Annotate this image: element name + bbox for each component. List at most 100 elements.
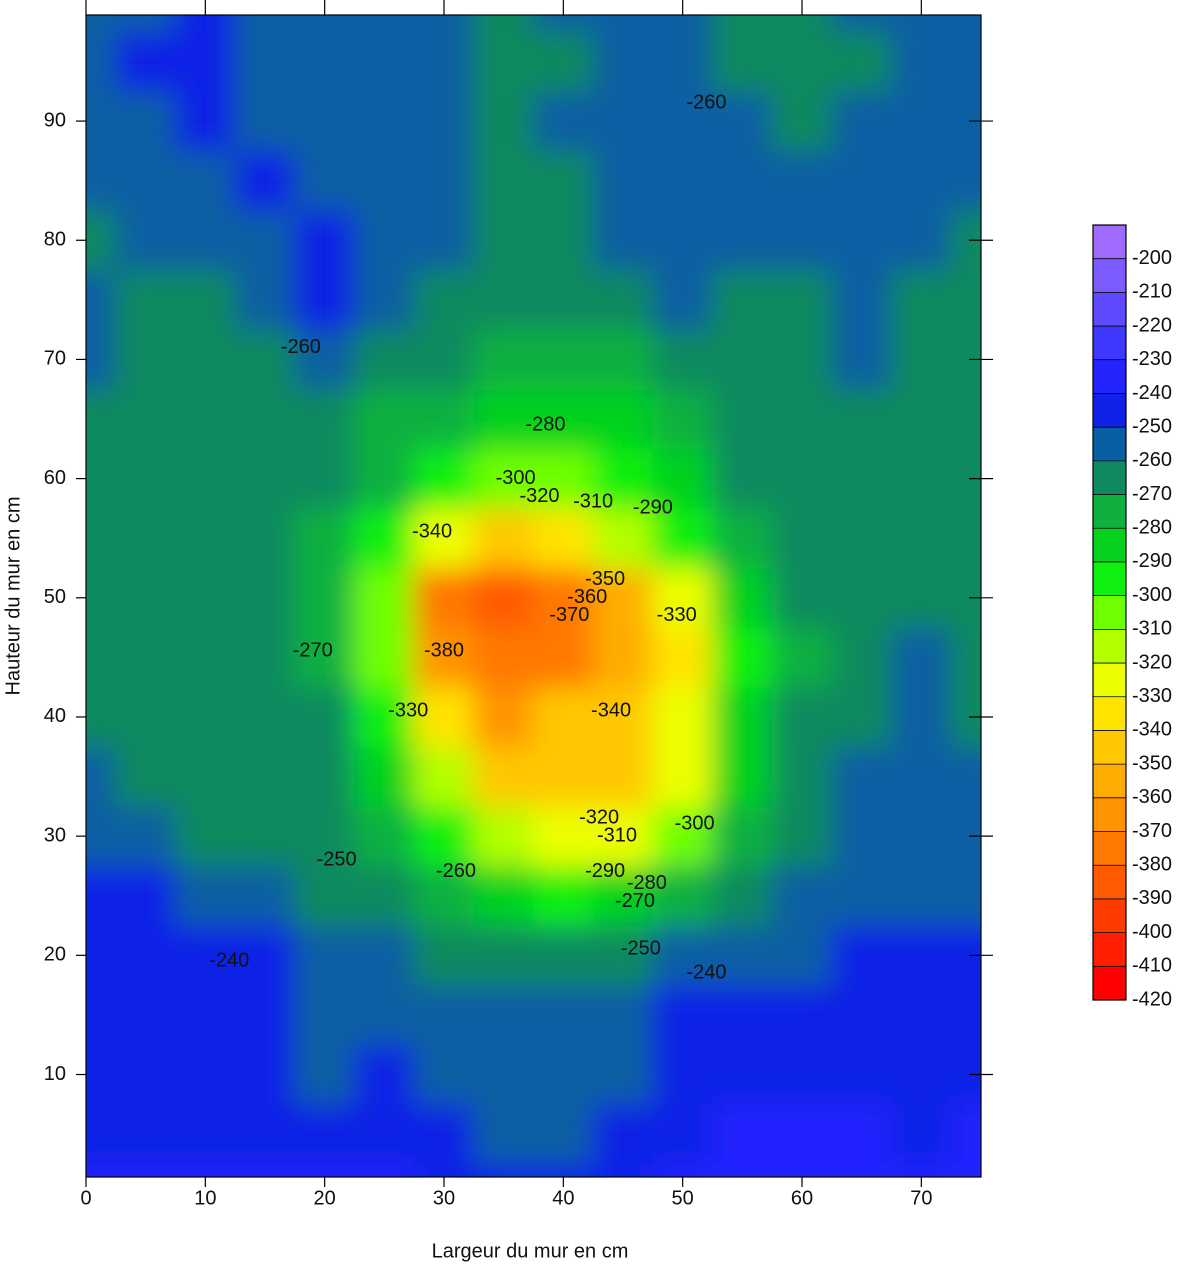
field-cell [533,388,594,450]
field-cell [592,448,654,509]
field-cell [473,1163,534,1177]
colorbar-band [1093,258,1126,293]
field-cell [175,150,236,211]
field-cell [712,448,773,509]
contour-label: -240 [209,950,249,972]
field-cell [712,1163,773,1177]
field-cell [175,865,236,927]
colorbar: -200 -210 -220 -230 -240 -250 -260 -270 -280 -290… [1092,224,1172,1010]
contour-label: -320 [519,485,559,507]
field-cell [771,269,833,331]
field-cell [831,925,892,986]
field-cell [771,1103,833,1165]
field-cell [234,150,296,211]
colorbar-label: -330 [1132,685,1172,707]
field-cell [413,984,475,1046]
field-cell [115,90,176,152]
field-cell [115,567,176,629]
colorbar-label: -240 [1132,382,1172,404]
field-cell [771,448,833,509]
field-cell [592,1103,654,1165]
field-cell [86,209,117,271]
field-cell [652,925,713,986]
contour-label: -260 [687,91,727,113]
colorbar-label: -380 [1132,853,1172,875]
field-cell [831,209,892,271]
field-cell [294,448,355,509]
colorbar-label: -340 [1132,719,1172,741]
field-cell [891,746,952,807]
colorbar-label: -350 [1132,752,1172,774]
field-cell [354,31,415,92]
field-cell [533,865,594,927]
field-cell [592,329,654,390]
contour-label: -260 [436,860,476,882]
field-cell [831,1044,892,1105]
field-cell [533,150,594,211]
field-cell [771,15,833,33]
field-cell [234,1163,296,1177]
field-cell [413,865,475,927]
field-cell [652,31,713,92]
field-cell [175,448,236,509]
field-cell [950,865,981,927]
field-cell [652,150,713,211]
contour-label: -310 [573,491,613,513]
field-cell [771,209,833,271]
field-cell [712,15,773,33]
y-tick-label: 10 [44,1063,66,1085]
field-cell [652,507,713,569]
field-cell [294,209,355,271]
field-cell [294,269,355,331]
field-cell [234,31,296,92]
y-tick-label: 50 [44,586,66,608]
field-cell [294,925,355,986]
colorbar-label: -410 [1132,955,1172,977]
field-cell [891,388,952,450]
field-cell [234,90,296,152]
field-cell [771,1163,833,1177]
field-cell [891,448,952,509]
colorbar-band [1093,696,1126,731]
field-cell [354,90,415,152]
field-cell [234,507,296,569]
field-cell [771,627,833,688]
field-cell [712,805,773,867]
field-cell [86,925,117,986]
field-cell [473,269,534,331]
field-cell [771,686,833,748]
axes: 0 10 20 30 40 50 60 70 10 20 30 40 50 60 70 80 90 [44,0,993,1209]
colorbar-band [1093,831,1126,866]
contour-label: -340 [591,699,631,721]
field-cell [891,984,952,1046]
field-cell [473,90,534,152]
field-cell [413,746,475,807]
field-cell [413,1103,475,1165]
field-cell [175,209,236,271]
field-cell [533,686,594,748]
field-cell [86,329,117,390]
field-cell [175,329,236,390]
field-cell [533,15,594,33]
colorbar-band [1093,292,1126,327]
field-cell [234,925,296,986]
field-cell [354,984,415,1046]
field-cell [473,567,534,629]
field-cell [592,31,654,92]
field-cell [831,150,892,211]
colorbar-band [1093,663,1126,698]
colorbar-label: -220 [1132,314,1172,336]
field-cell [175,15,236,33]
colorbar-band [1093,359,1126,394]
field-cell [831,686,892,748]
colorbar-band [1093,764,1126,799]
contour-label: -280 [525,413,565,435]
field-cell [771,150,833,211]
field-cell [413,15,475,33]
field-cell [771,90,833,152]
field-cell [473,150,534,211]
field-cell [294,984,355,1046]
field-cell [413,90,475,152]
field-cell [771,925,833,986]
field-cell [115,805,176,867]
